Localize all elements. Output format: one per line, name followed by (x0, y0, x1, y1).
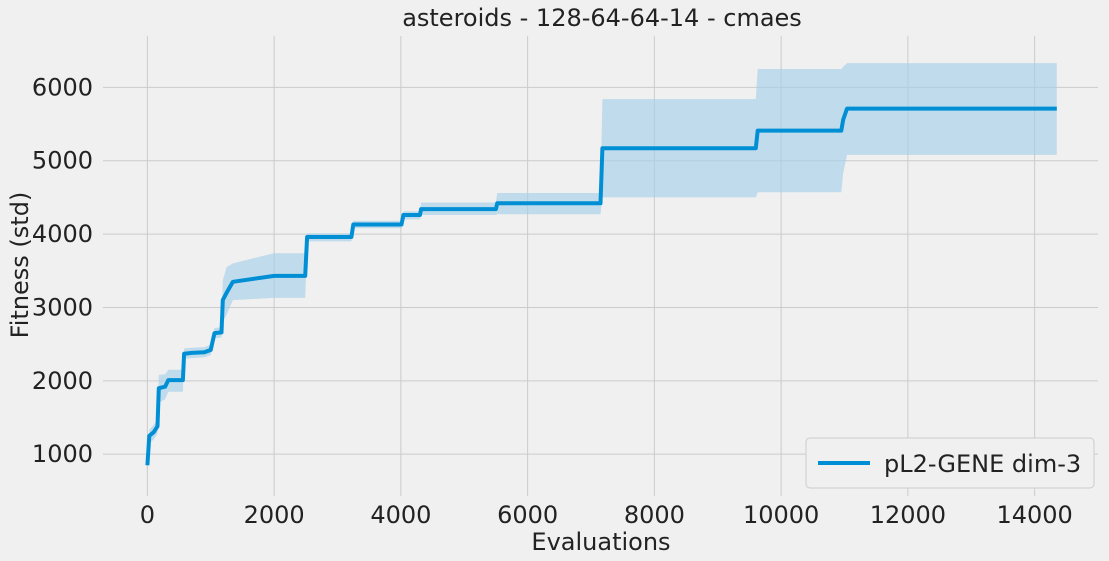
legend-label: pL2-GENE dim-3 (884, 450, 1081, 478)
x-tick-label: 0 (140, 501, 155, 529)
legend-box (805, 437, 1095, 489)
series-line-layer (145, 106, 1057, 466)
x-tick-label: 10000 (743, 501, 819, 529)
series-line (145, 106, 1057, 466)
y-tick-label: 2000 (32, 367, 93, 395)
std-band (147, 63, 1057, 466)
std-band-layer (147, 63, 1057, 466)
legend: pL2-GENE dim-3 (805, 437, 1095, 489)
x-tick-labels: 0 2000 4000 6000 8000 10000 12000 14000 (140, 501, 1073, 529)
x-tick-label: 8000 (624, 501, 685, 529)
x-tick-label: 12000 (870, 501, 946, 529)
y-tick-label: 4000 (32, 220, 93, 248)
x-tick-label: 14000 (996, 501, 1072, 529)
x-axis-label: Evaluations (531, 528, 670, 556)
x-tick-label: 2000 (244, 501, 305, 529)
y-tick-label: 6000 (32, 73, 93, 101)
y-tick-label: 5000 (32, 147, 93, 175)
y-tick-labels: 1000 2000 3000 4000 5000 6000 (32, 73, 93, 468)
y-axis-label: Fitness (std) (6, 192, 34, 339)
chart-title: asteroids - 128-64-64-14 - cmaes (402, 4, 802, 32)
x-tick-label: 4000 (370, 501, 431, 529)
x-tick-label: 6000 (497, 501, 558, 529)
y-tick-label: 1000 (32, 440, 93, 468)
y-tick-label: 3000 (32, 293, 93, 321)
